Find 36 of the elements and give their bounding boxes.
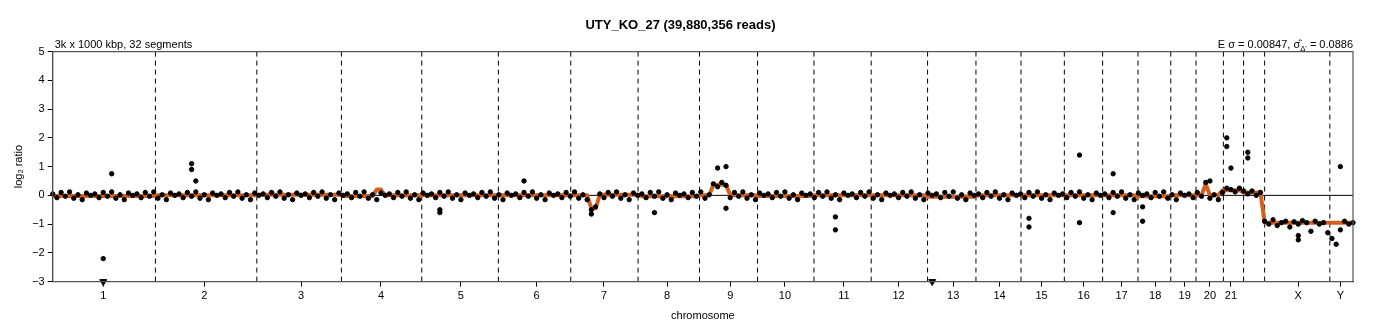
x-tick-label: 9 xyxy=(727,289,734,302)
y-axis-title: log₂ ratio xyxy=(11,144,24,189)
x-tick-label: 20 xyxy=(1203,289,1217,302)
y-tick-label: 3 xyxy=(38,102,45,115)
x-tick-label: X xyxy=(1294,289,1303,302)
x-tick-label: Y xyxy=(1336,289,1345,302)
y-tick-label: 0 xyxy=(38,188,45,201)
x-tick-label: 15 xyxy=(1035,289,1048,302)
y-tick-label: −2 xyxy=(32,245,45,258)
x-tick-label: 11 xyxy=(838,289,850,302)
x-tick-label: 7 xyxy=(600,289,608,302)
x-tick-label: 1 xyxy=(100,289,107,302)
x-tick-label: 16 xyxy=(1077,289,1090,302)
x-tick-label: 10 xyxy=(778,289,792,302)
x-tick-label: 12 xyxy=(892,289,905,302)
y-tick-label: −1 xyxy=(32,217,45,230)
x-tick-label: 14 xyxy=(993,289,1006,302)
x-tick-label: 2 xyxy=(201,289,208,302)
x-tick-label: 13 xyxy=(947,289,960,302)
text: 3k x 1000 kbp, 32 segments xyxy=(54,37,193,50)
y-tick-label: 1 xyxy=(38,159,45,172)
chart-title: UTY_KO_27 (39,880,356 reads) xyxy=(585,17,776,33)
x-tick-label: 19 xyxy=(1178,289,1191,302)
x-tick-label: 5 xyxy=(457,289,464,302)
y-tick-label: 5 xyxy=(38,44,45,57)
x-tick-label: 18 xyxy=(1149,289,1162,302)
y-tick-label: 4 xyxy=(38,73,45,86)
x-tick-label: 21 xyxy=(1224,289,1238,302)
y-tick-label: −3 xyxy=(32,274,45,287)
x-tick-label: 17 xyxy=(1115,289,1128,302)
x-tick-label: 4 xyxy=(377,289,385,302)
y-tick-label: 2 xyxy=(38,130,45,143)
x-tick-label: 3 xyxy=(297,289,305,302)
x-tick-label: 6 xyxy=(533,289,540,302)
x-axis-title: chromosome xyxy=(671,309,735,322)
x-tick-label: 8 xyxy=(664,289,671,302)
